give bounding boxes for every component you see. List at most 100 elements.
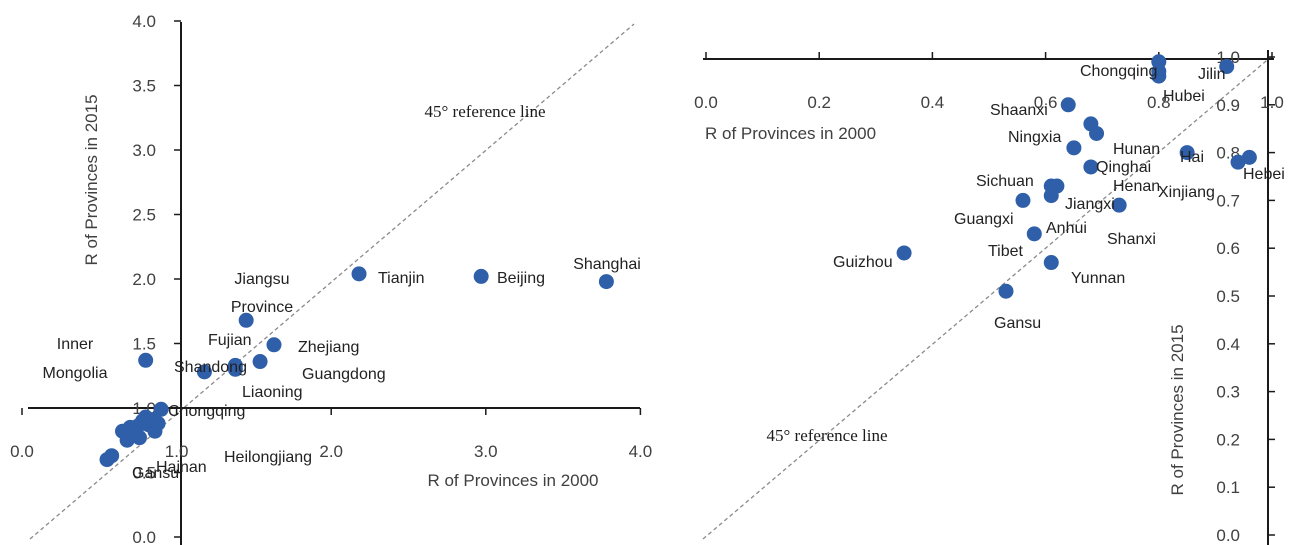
right-y-tick-marks <box>1268 56 1275 536</box>
right-y-tick-label: 0.5 <box>1216 287 1240 306</box>
left-y-tick-label: 3.0 <box>132 141 156 160</box>
point-label-jiangxi: Jiangxi <box>1065 196 1115 213</box>
right-points <box>896 54 1257 299</box>
right-x-tick-label: 0.4 <box>921 93 945 112</box>
point-label-shaanxi: Shaanxi <box>990 102 1048 119</box>
scatter-point <box>1179 145 1195 161</box>
left-ylabel: R of Provinces in 2015 <box>82 94 101 265</box>
right-xlabel: R of Provinces in 2000 <box>705 124 876 143</box>
point-label-guangdong: Guangdong <box>302 366 386 383</box>
point-label-inner: Inner <box>57 336 94 353</box>
right-y-tick-label: 0.4 <box>1216 335 1240 354</box>
right-y-tick-label: 0.1 <box>1216 478 1240 497</box>
right-y-tick-label: 0.0 <box>1216 526 1240 545</box>
scatter-point <box>1230 154 1246 170</box>
left-x-tick-label: 4.0 <box>629 442 653 461</box>
right-reference-line <box>702 55 1273 540</box>
left-y-tick-label: 4.0 <box>132 12 156 31</box>
scatter-point <box>227 361 243 377</box>
scatter-point <box>351 266 367 282</box>
point-label-mongolia: Mongolia <box>43 365 108 382</box>
left-y-tick-label: 0.0 <box>132 528 156 545</box>
left-y-tick-marks <box>174 20 181 538</box>
point-label-tianjin: Tianjin <box>378 270 425 287</box>
scatter-point <box>119 432 135 448</box>
point-label-guizhou: Guizhou <box>833 254 893 271</box>
left-scatter-chart: 0.0 1.0 2.0 3.0 4.0 0.0 0.5 1.0 1.5 2.0 2.5 3.0 3.5… <box>10 12 652 545</box>
point-label-anhui: Anhui <box>1046 220 1087 237</box>
point-label-guangxi: Guangxi <box>954 211 1014 228</box>
scatter-point <box>1015 192 1031 208</box>
point-label-hebei: Hebei <box>1243 166 1285 183</box>
point-label-hunan: Hunan <box>1113 141 1160 158</box>
scatter-point <box>1151 68 1167 84</box>
left-x-tick-label: 2.0 <box>319 442 343 461</box>
left-y-tick-label: 2.0 <box>132 270 156 289</box>
scatter-point <box>138 352 154 368</box>
scatter-point <box>150 415 166 431</box>
scatter-point <box>598 274 614 290</box>
point-label-shanghai: Shanghai <box>573 256 641 273</box>
point-label-sichuan: Sichuan <box>976 173 1034 190</box>
scatter-point <box>1043 188 1059 204</box>
right-y-tick-label: 0.3 <box>1216 383 1240 402</box>
point-label-shanxi: Shanxi <box>1107 231 1156 248</box>
right-y-tick-label: 0.9 <box>1216 96 1240 115</box>
point-label-province: Province <box>231 299 293 316</box>
point-label-tibet: Tibet <box>988 243 1024 260</box>
scatter-point <box>998 283 1014 299</box>
point-label-yunnan: Yunnan <box>1071 270 1125 287</box>
point-label-gansu: Gansu <box>132 465 179 482</box>
left-y-tick-label: 0.5 <box>132 464 156 483</box>
scatter-point <box>196 364 212 380</box>
scatter-point <box>266 337 282 353</box>
right-x-tick-label: 0.2 <box>807 93 831 112</box>
point-label-xinjiang: Xinjiang <box>1158 184 1215 201</box>
right-ylabel: R of Provinces in 2015 <box>1168 324 1187 495</box>
scatter-point <box>1089 125 1105 141</box>
point-label-jilin: Jilin <box>1198 66 1226 83</box>
scatter-point <box>153 401 169 417</box>
right-y-tick-label: 0.6 <box>1216 239 1240 258</box>
point-label-beijing: Beijing <box>497 270 545 287</box>
point-label-hainan: Hainan <box>156 459 207 476</box>
scatter-point <box>238 312 254 328</box>
scatter-point <box>1111 197 1127 213</box>
point-label-chongqing: Chongqing <box>168 403 245 420</box>
right-y-tick-labels: 0.00.10.20.30.40.50.60.70.80.91.0 <box>1216 48 1240 545</box>
scatter-point <box>1066 140 1082 156</box>
left-x-tick-label: 1.0 <box>165 442 189 461</box>
left-point-labels: Shanghai Beijing Tianjin Jiangsu Provinc… <box>43 256 641 482</box>
scatter-point <box>896 245 912 261</box>
right-y-tick-label: 0.2 <box>1216 430 1240 449</box>
point-label-qinghai: Qinghai <box>1096 159 1151 176</box>
scatter-point <box>104 448 120 464</box>
point-label-gansu-r: Gansu <box>994 315 1041 332</box>
point-label-chongqing-r: Chongqing <box>1080 63 1157 80</box>
right-y-tick-label: 0.7 <box>1216 191 1240 210</box>
point-label-ningxia: Ningxia <box>1008 129 1061 146</box>
right-x-tick-label: 0.8 <box>1147 93 1171 112</box>
left-y-tick-label: 3.5 <box>132 77 156 96</box>
left-y-tick-label: 1.5 <box>132 335 156 354</box>
right-scatter-chart: 0.0 0.2 0.4 0.6 0.8 1.0 0.0 0.1 0.2 0.3 0.4 0.5 0.6… <box>694 48 1285 545</box>
left-x-tick-labels: 0.0 1.0 2.0 3.0 4.0 <box>10 442 652 461</box>
right-x-tick-label: 1.0 <box>1260 93 1284 112</box>
left-reference-label: 45° reference line <box>424 102 545 121</box>
right-point-labels: Chongqing Jilin Hubei Shaanxi Ningxia Hu… <box>833 63 1285 332</box>
right-x-tick-label: 0.6 <box>1034 93 1058 112</box>
point-label-shandong: Shandong <box>174 359 247 376</box>
scatter-point <box>1241 149 1257 165</box>
left-xlabel: R of Provinces in 2000 <box>427 471 598 490</box>
right-x-tick-marks <box>705 52 1273 59</box>
right-x-tick-label: 0.0 <box>694 93 718 112</box>
scatter-point <box>1026 226 1042 242</box>
point-label-fujian: Fujian <box>208 332 252 349</box>
point-label-zhejiang: Zhejiang <box>298 339 359 356</box>
right-reference-label: 45° reference line <box>766 426 887 445</box>
left-x-tick-label: 3.0 <box>474 442 498 461</box>
point-label-henan: Henan <box>1113 178 1160 195</box>
scatter-point <box>473 268 489 284</box>
scatter-point <box>1219 59 1235 75</box>
